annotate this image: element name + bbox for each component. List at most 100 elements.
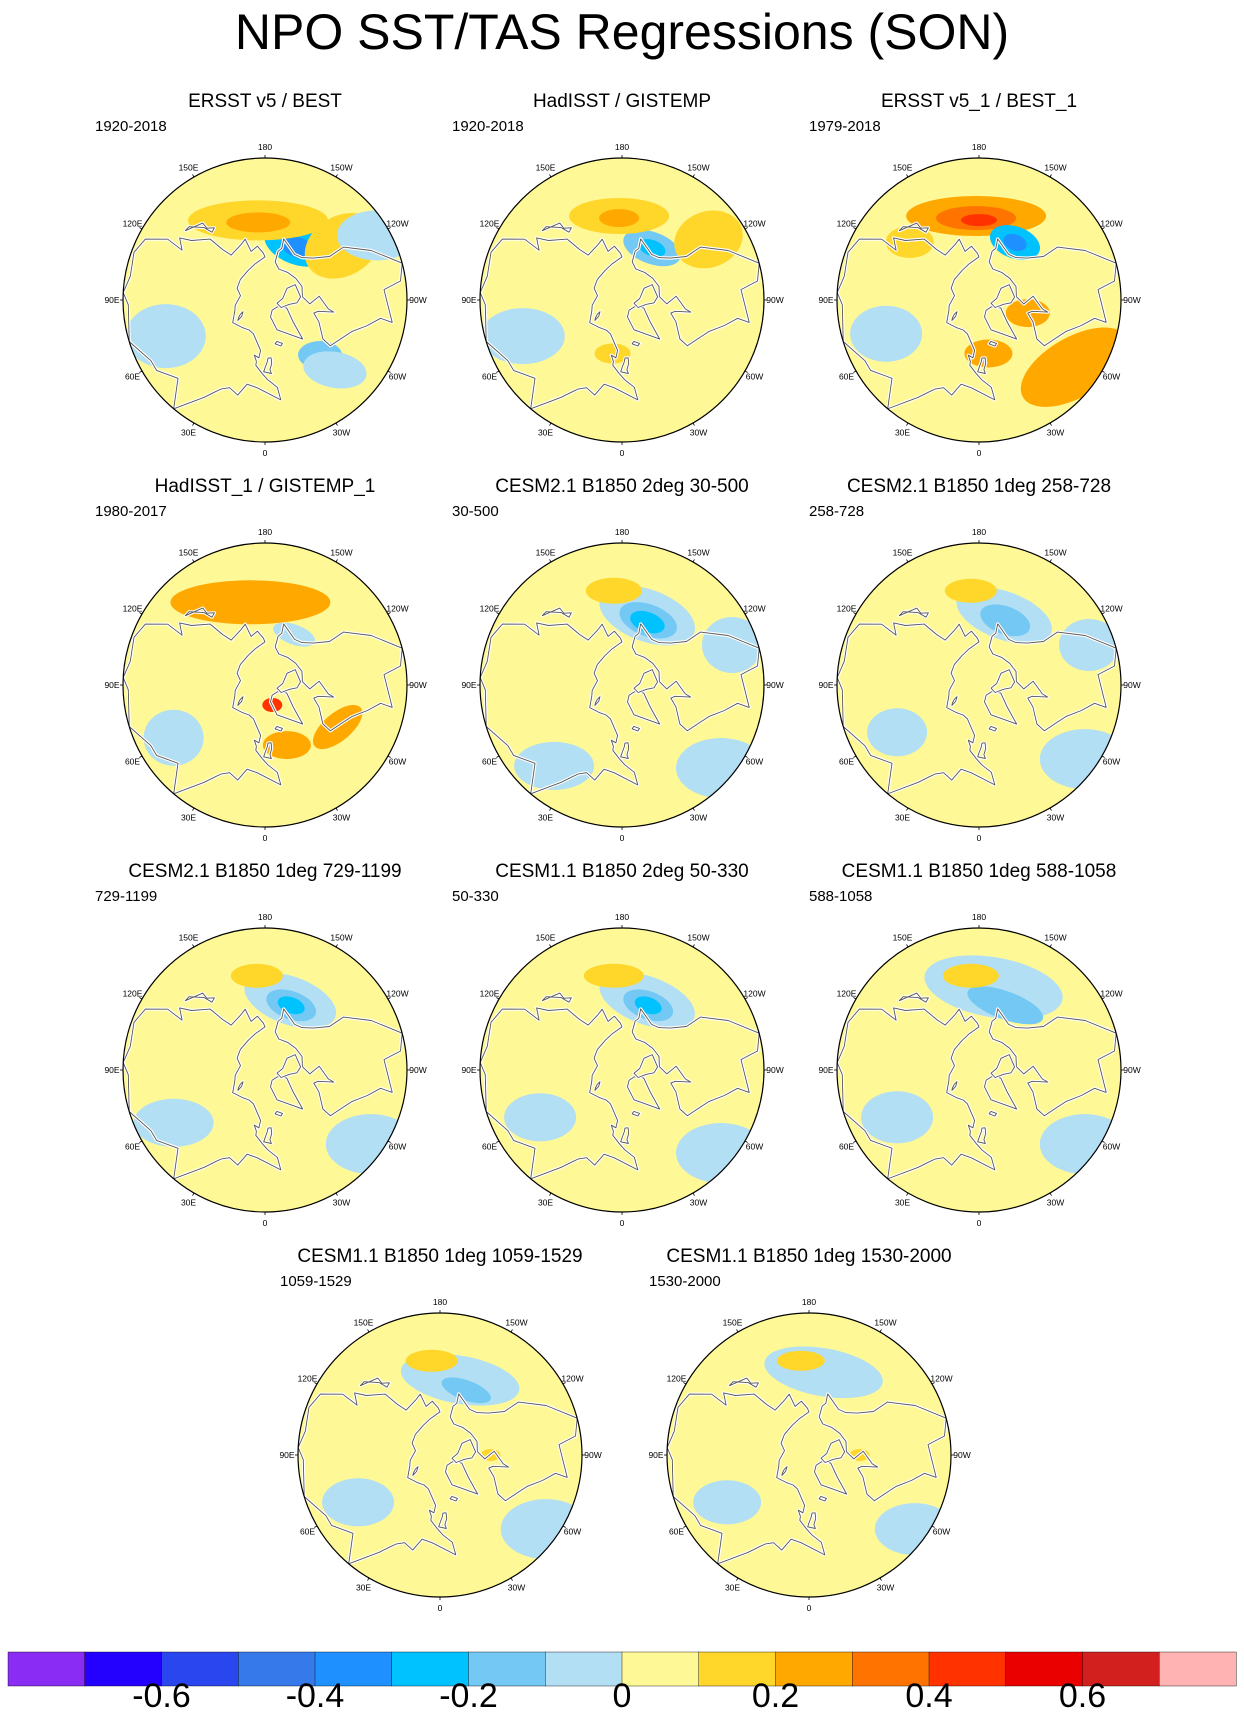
- lon-label: 120W: [743, 989, 765, 999]
- lon-label: 60E: [839, 757, 854, 767]
- lon-label: 150E: [179, 163, 199, 173]
- lon-label: 90W: [1123, 1065, 1140, 1075]
- coastline: [988, 725, 997, 732]
- anomaly-region: [980, 604, 1031, 637]
- lon-label: 0: [620, 833, 625, 843]
- lon-label: 30W: [690, 813, 707, 823]
- lon-label: 90E: [461, 1065, 476, 1075]
- coastline: [274, 1008, 403, 1117]
- lon-label: 120W: [743, 219, 765, 229]
- colorbar-swatch: [7, 1651, 86, 1687]
- coastline: [781, 1466, 788, 1476]
- coastline: [123, 237, 282, 410]
- lon-label: 90W: [584, 1450, 601, 1460]
- lon-label: 30E: [356, 1583, 371, 1593]
- lon-label: 180: [972, 142, 986, 152]
- coastline: [631, 1110, 640, 1117]
- map-panel-3: ERSST v5_1 / BEST_1 1979-2018 180 150E 120…: [794, 90, 1164, 460]
- lon-tick: [562, 1525, 566, 1528]
- lon-label: 30W: [1047, 428, 1064, 438]
- coastline: [951, 696, 958, 706]
- coastline: [837, 237, 996, 410]
- lon-label: 90W: [409, 1065, 426, 1075]
- coastline: [988, 1110, 997, 1117]
- lon-label: 60E: [839, 372, 854, 382]
- anomaly-region: [1059, 619, 1119, 671]
- lon-label: 120E: [480, 989, 500, 999]
- lon-tick: [853, 1140, 857, 1143]
- lon-tick: [931, 1525, 935, 1528]
- lon-tick: [335, 422, 338, 426]
- coastline: [480, 622, 639, 795]
- lon-label: 60E: [669, 1527, 684, 1537]
- lon-label: 150W: [1044, 548, 1066, 558]
- lon-label: 150W: [1044, 163, 1066, 173]
- coastline: [837, 622, 996, 795]
- colorbar-tick-label: -0.4: [285, 1677, 345, 1715]
- coastline: [951, 311, 958, 321]
- coastline: [480, 1007, 639, 1180]
- lon-label: 150W: [687, 548, 709, 558]
- lon-label: 90W: [1123, 295, 1140, 305]
- lon-label: 150E: [893, 163, 913, 173]
- lon-tick: [853, 612, 857, 615]
- anomaly-region: [583, 963, 644, 988]
- lon-label: 120E: [837, 604, 857, 614]
- lon-label: 0: [620, 448, 625, 458]
- panel-title: CESM1.1 B1850 2deg 50-330: [495, 861, 749, 882]
- lon-tick: [335, 1192, 338, 1196]
- lon-label: 120E: [667, 1374, 687, 1384]
- polar-map: 180 150E 120E 90E 60E 30E 0 30W 60W 90W 120W 150W: [104, 912, 426, 1228]
- lon-tick: [510, 1329, 513, 1333]
- colorbar-tick-label: 0.4: [905, 1677, 953, 1715]
- lon-label: 60E: [125, 757, 140, 767]
- lon-tick: [1101, 997, 1105, 1000]
- anomaly-region: [585, 577, 642, 604]
- lon-tick: [139, 997, 143, 1000]
- lon-label: 180: [433, 1297, 447, 1307]
- lon-label: 60E: [125, 1142, 140, 1152]
- anomaly-region: [504, 1093, 577, 1142]
- lon-label: 30W: [877, 1583, 894, 1593]
- lon-label: 120E: [298, 1374, 318, 1384]
- lon-label: 30E: [725, 1583, 740, 1593]
- coastline: [184, 222, 215, 233]
- coastline: [263, 1127, 273, 1144]
- anomaly-region: [599, 209, 640, 228]
- coastline: [449, 1393, 578, 1502]
- lon-label: 120W: [743, 604, 765, 614]
- lon-label: 30W: [333, 428, 350, 438]
- lon-label: 0: [977, 1218, 982, 1228]
- lon-tick: [496, 997, 500, 1000]
- coastline: [728, 1377, 759, 1388]
- lon-tick: [496, 227, 500, 230]
- coastline: [594, 696, 601, 706]
- coastline: [274, 238, 403, 347]
- lon-tick: [367, 1577, 370, 1581]
- anomaly-region: [776, 1350, 825, 1371]
- anomaly-region: [885, 226, 934, 258]
- lon-tick: [192, 944, 195, 948]
- lon-label: 30W: [1047, 1198, 1064, 1208]
- lon-label: 150E: [536, 548, 556, 558]
- lon-label: 150E: [179, 933, 199, 943]
- lon-label: 150E: [893, 933, 913, 943]
- lon-label: 30E: [181, 1198, 196, 1208]
- lon-label: 90W: [409, 680, 426, 690]
- coastline: [276, 1054, 302, 1078]
- lon-tick: [549, 1192, 552, 1196]
- anomaly-region: [303, 351, 367, 389]
- coastline: [977, 1127, 987, 1144]
- coastline: [274, 725, 283, 732]
- coastline: [541, 992, 572, 1003]
- anomaly-region: [441, 1377, 491, 1404]
- anomaly-region: [967, 986, 1044, 1025]
- anomaly-region: [1003, 233, 1027, 252]
- colorbar-swatch: [391, 1651, 470, 1687]
- colorbar-swatch: [1159, 1651, 1237, 1687]
- lon-label: 150E: [179, 548, 199, 558]
- coastline: [898, 222, 929, 233]
- panel-period: 50-330: [452, 888, 499, 905]
- coastline: [631, 238, 760, 347]
- coastline: [274, 1110, 283, 1117]
